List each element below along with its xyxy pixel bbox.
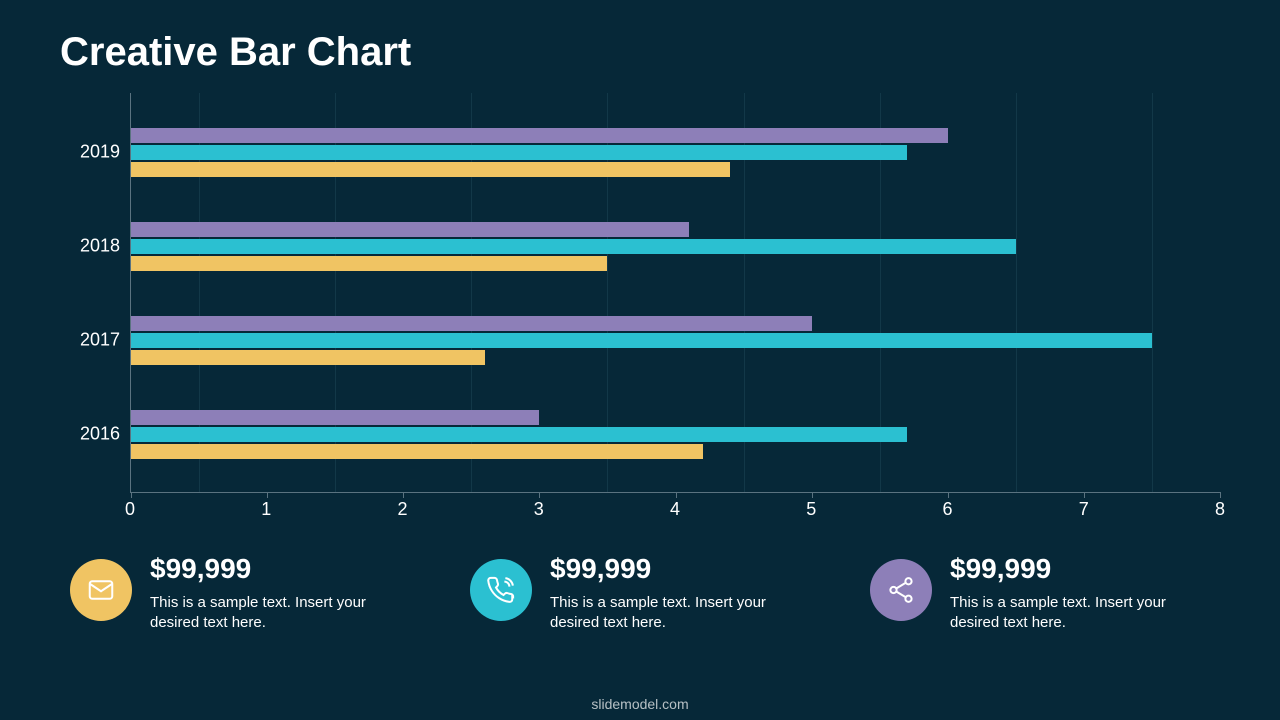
bar xyxy=(131,222,689,237)
share-icon xyxy=(870,559,932,621)
kpi-phone: $99,999 This is a sample text. Insert yo… xyxy=(470,553,820,634)
x-tick-label: 5 xyxy=(806,499,816,520)
bar xyxy=(131,410,539,425)
y-axis-labels: 2019 2018 2017 2016 xyxy=(60,93,130,493)
mail-icon xyxy=(70,559,132,621)
kpi-value: $99,999 xyxy=(150,553,380,585)
x-tick-label: 1 xyxy=(261,499,271,520)
x-tick-label: 0 xyxy=(125,499,135,520)
y-category-label: 2017 xyxy=(80,330,120,351)
kpi-value: $99,999 xyxy=(950,553,1180,585)
kpi-mail: $99,999 This is a sample text. Insert yo… xyxy=(70,553,420,634)
bar xyxy=(131,316,812,331)
kpi-desc: This is a sample text. Insert your desir… xyxy=(950,593,1180,634)
slide: Creative Bar Chart 2019 2018 2017 2016 0 1 2 3… xyxy=(0,0,1280,720)
x-tick-label: 6 xyxy=(942,499,952,520)
bar xyxy=(131,145,907,160)
x-tick-label: 8 xyxy=(1215,499,1225,520)
x-tick-label: 2 xyxy=(397,499,407,520)
chart-plot-area xyxy=(130,93,1220,493)
bar xyxy=(131,128,948,143)
bar xyxy=(131,444,703,459)
phone-icon xyxy=(470,559,532,621)
y-category-label: 2019 xyxy=(80,142,120,163)
kpi-row: $99,999 This is a sample text. Insert yo… xyxy=(60,553,1220,634)
bar xyxy=(131,333,1152,348)
kpi-share: $99,999 This is a sample text. Insert yo… xyxy=(870,553,1220,634)
bar-chart: 2019 2018 2017 2016 xyxy=(60,93,1220,493)
kpi-desc: This is a sample text. Insert your desir… xyxy=(550,593,780,634)
bar xyxy=(131,239,1016,254)
kpi-value: $99,999 xyxy=(550,553,780,585)
x-tick-label: 4 xyxy=(670,499,680,520)
footer-text: slidemodel.com xyxy=(0,696,1280,712)
y-category-label: 2018 xyxy=(80,236,120,257)
page-title: Creative Bar Chart xyxy=(60,30,1220,75)
bar xyxy=(131,350,485,365)
bar xyxy=(131,427,907,442)
bar xyxy=(131,256,607,271)
y-category-label: 2016 xyxy=(80,424,120,445)
x-axis-labels: 012345678 xyxy=(130,493,1220,523)
bar xyxy=(131,162,730,177)
x-tick-label: 3 xyxy=(534,499,544,520)
x-tick-label: 7 xyxy=(1079,499,1089,520)
kpi-desc: This is a sample text. Insert your desir… xyxy=(150,593,380,634)
